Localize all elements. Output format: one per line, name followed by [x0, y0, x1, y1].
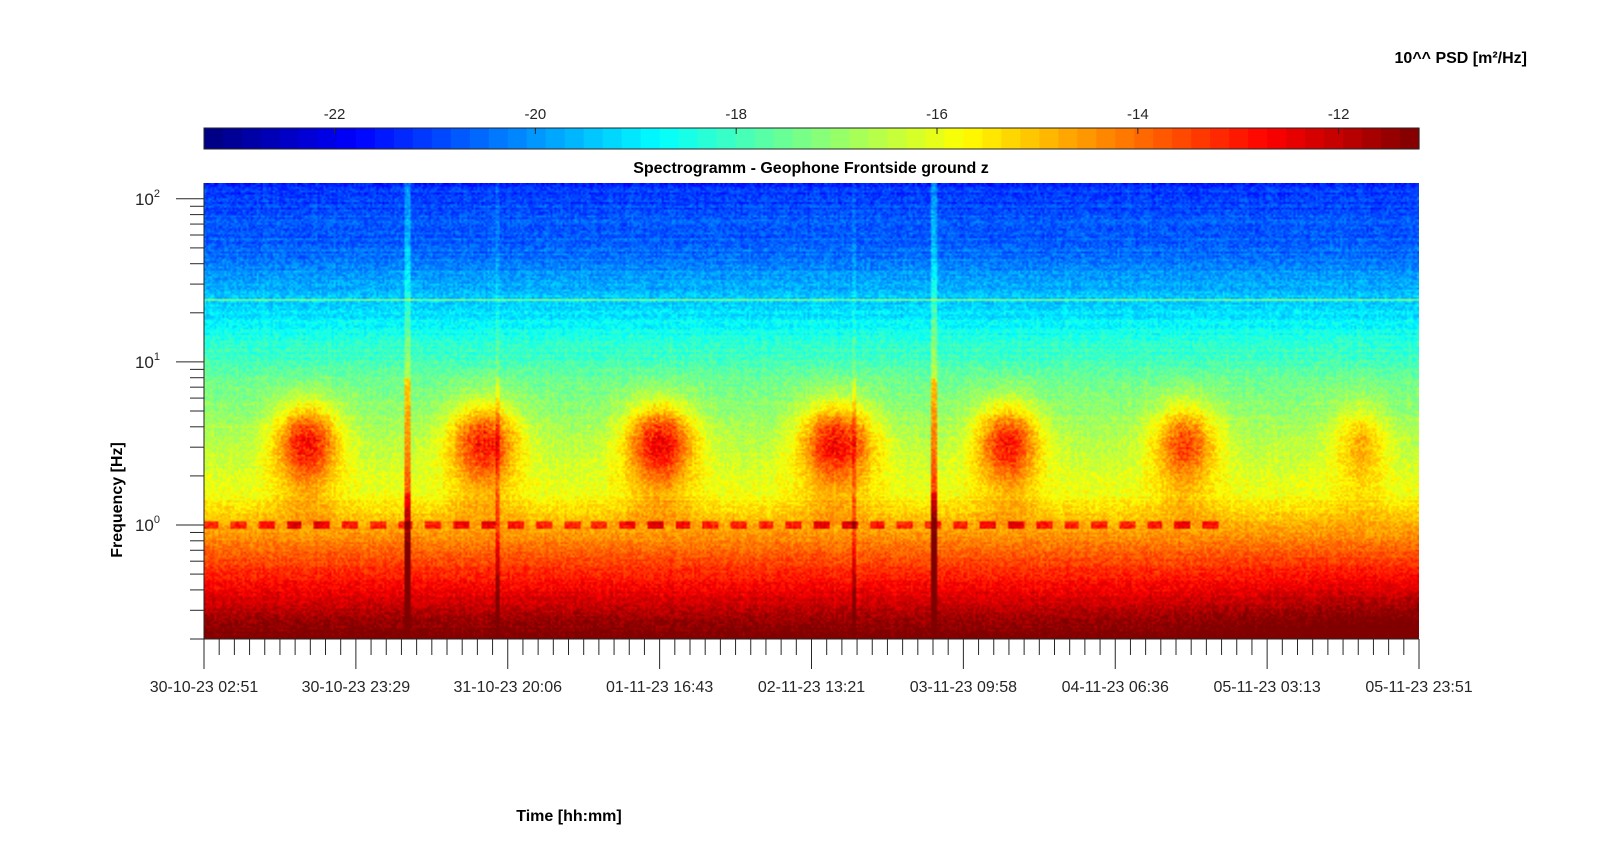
colorbar-cell: [678, 128, 699, 149]
colorbar-cell: [545, 128, 566, 149]
x-axis: 30-10-23 02:51 30-10-23 23:29 31-10-23 20:…: [150, 638, 1473, 696]
colorbar-cell: [1134, 128, 1154, 149]
colorbar-cell: [944, 128, 964, 149]
colorbar-cell: [336, 128, 357, 149]
colorbar-tick-label: -22: [324, 106, 346, 123]
x-tick-label: 30-10-23 23:29: [302, 679, 411, 696]
colorbar-cell: [697, 128, 718, 149]
colorbar-cell: [583, 128, 604, 149]
x-tick-label: 05-11-23 03:13: [1213, 679, 1320, 696]
colorbar-cell: [640, 128, 661, 149]
colorbar-cell: [716, 128, 737, 149]
colorbar-cell: [1115, 128, 1135, 149]
colorbar-cell: [393, 128, 414, 149]
colorbar-cell: [602, 128, 623, 149]
colorbar-cell: [621, 128, 642, 149]
colorbar-cell: [1191, 128, 1211, 149]
x-axis-label: Time [hh:mm]: [516, 808, 621, 825]
colorbar: -22 -20 -18 -16 -14 -12: [203, 106, 1420, 150]
colorbar-cell: [279, 128, 300, 149]
colorbar-cell: [1362, 128, 1382, 149]
y-tick-label: 102: [135, 188, 160, 209]
colorbar-cell: [1381, 128, 1401, 149]
colorbar-cell: [963, 128, 983, 149]
colorbar-cell: [1324, 128, 1344, 149]
y-axis: 102 101 100: [135, 183, 205, 640]
colorbar-cell: [1058, 128, 1078, 149]
colorbar-cell: [982, 128, 1002, 149]
y-tick-label: 100: [135, 514, 160, 535]
x-tick-label: 30-10-23 02:51: [150, 679, 259, 696]
colorbar-cell: [849, 128, 870, 149]
colorbar-cell: [830, 128, 851, 149]
colorbar-cell: [564, 128, 585, 149]
colorbar-cell: [526, 128, 547, 149]
y-axis-label: Frequency [Hz]: [109, 442, 126, 558]
colorbar-cell: [906, 128, 927, 149]
x-tick-label: 03-11-23 09:58: [910, 679, 1017, 696]
colorbar-cell: [374, 128, 395, 149]
colorbar-cell: [355, 128, 376, 149]
chart-title: Spectrogramm - Geophone Frontside ground…: [633, 160, 989, 177]
colorbar-cell: [735, 128, 756, 149]
colorbar-cell: [1305, 128, 1325, 149]
colorbar-cell: [925, 128, 945, 149]
x-tick-label: 31-10-23 20:06: [453, 679, 562, 696]
spectrogram-plot-area: [204, 183, 1419, 639]
colorbar-cell: [469, 128, 490, 149]
x-tick-label: 02-11-23 13:21: [758, 679, 865, 696]
colorbar-cell: [1267, 128, 1287, 149]
colorbar-tick-label: -12: [1328, 106, 1350, 123]
colorbar-tick-label: -20: [525, 106, 547, 123]
y-tick-label: 101: [135, 351, 160, 372]
colorbar-cell: [1001, 128, 1021, 149]
colorbar-label: 10^^ PSD [m²/Hz]: [1395, 50, 1527, 67]
colorbar-cell: [773, 128, 794, 149]
colorbar-cell: [241, 128, 262, 149]
colorbar-tick-label: -16: [926, 106, 948, 123]
colorbar-cell: [1096, 128, 1116, 149]
colorbar-cell: [1248, 128, 1268, 149]
colorbar-cell: [222, 128, 243, 149]
colorbar-cell: [1039, 128, 1059, 149]
colorbar-cell: [431, 128, 452, 149]
spectrogram-image: [204, 183, 1419, 639]
colorbar-cell: [488, 128, 509, 149]
colorbar-cell: [1210, 128, 1230, 149]
colorbar-cell: [754, 128, 775, 149]
colorbar-cell: [1020, 128, 1040, 149]
colorbar-cell: [1229, 128, 1249, 149]
x-tick-label: 05-11-23 23:51: [1365, 679, 1472, 696]
colorbar-cell: [1172, 128, 1192, 149]
colorbar-cell: [412, 128, 433, 149]
x-tick-label: 01-11-23 16:43: [606, 679, 713, 696]
colorbar-cell: [1400, 128, 1420, 149]
colorbar-cell: [1077, 128, 1097, 149]
colorbar-cell: [260, 128, 281, 149]
colorbar-cell: [868, 128, 889, 149]
colorbar-tick-label: -18: [725, 106, 747, 123]
x-tick-label: 04-11-23 06:36: [1062, 679, 1169, 696]
colorbar-cell: [204, 128, 224, 149]
colorbar-cell: [811, 128, 832, 149]
colorbar-cell: [887, 128, 908, 149]
colorbar-cell: [1286, 128, 1306, 149]
colorbar-cell: [450, 128, 471, 149]
colorbar-cell: [1153, 128, 1173, 149]
colorbar-cell: [507, 128, 528, 149]
colorbar-tick-label: -14: [1127, 106, 1149, 123]
colorbar-cell: [1343, 128, 1363, 149]
colorbar-cell: [792, 128, 813, 149]
colorbar-cell: [659, 128, 680, 149]
colorbar-cell: [298, 128, 319, 149]
colorbar-cell: [317, 128, 338, 149]
